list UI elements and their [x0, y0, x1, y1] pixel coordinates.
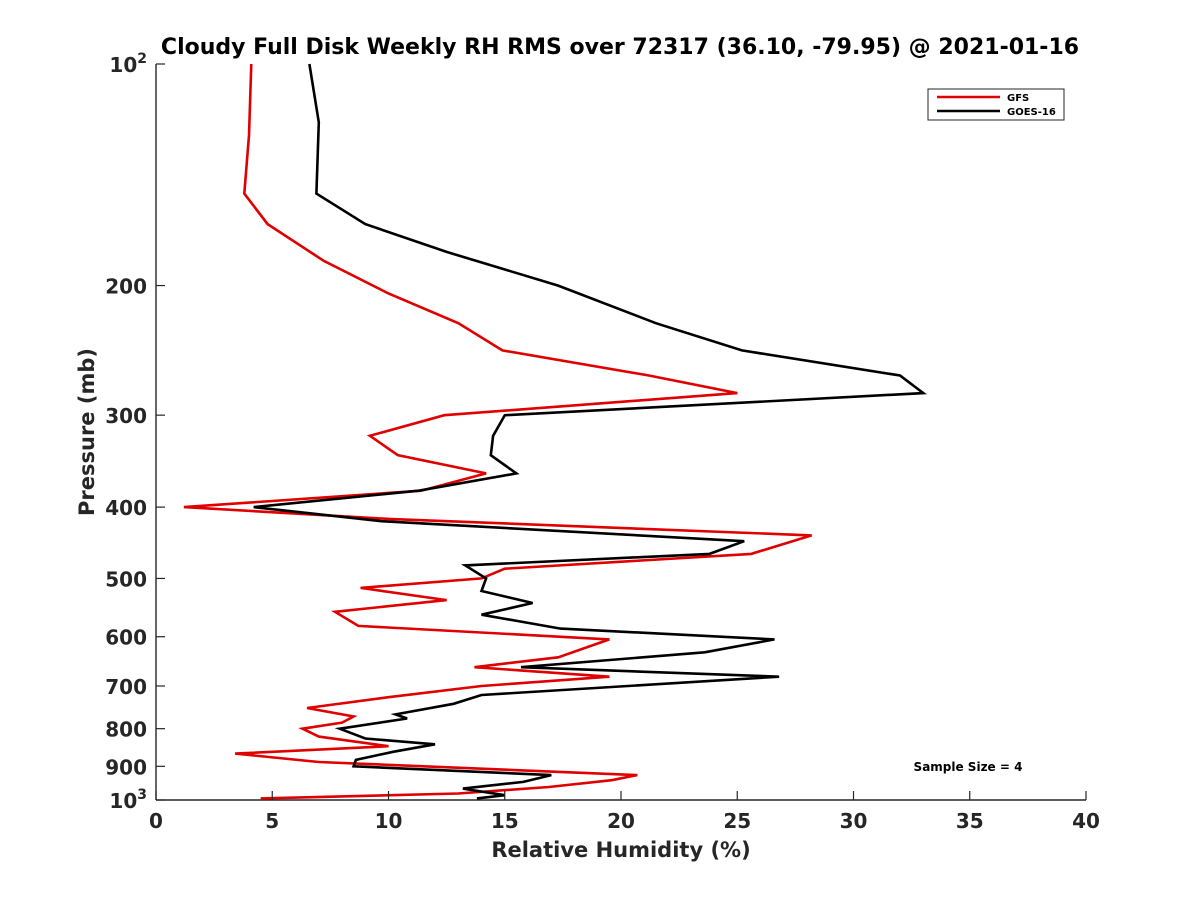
- y-tick-label: 200: [105, 275, 147, 299]
- y-tick-label: 900: [105, 755, 147, 779]
- plot-frame: [155, 64, 1086, 801]
- x-tick-label: 20: [607, 809, 635, 833]
- y-tick-label: 600: [105, 626, 147, 650]
- series-line-goes16: [253, 63, 927, 800]
- x-axis-ticks: 0 5 10 15 20 25 30 35 40: [149, 791, 1100, 833]
- series-line-gfs: [183, 63, 812, 800]
- y-axis-ticks: 102 200 300 400 500 600 700 800 900 103: [105, 51, 165, 813]
- x-tick-label: 25: [723, 809, 751, 833]
- x-tick-label: 30: [840, 809, 868, 833]
- y-tick-label: 400: [105, 496, 147, 520]
- legend-label-goes16: GOES-16: [1007, 107, 1056, 118]
- legend-label-gfs: GFS: [1007, 93, 1029, 104]
- x-axis-title: Relative Humidity (%): [491, 838, 750, 862]
- x-tick-label: 40: [1072, 809, 1100, 833]
- series-layer: [183, 63, 927, 800]
- y-tick-label: 103: [109, 787, 147, 813]
- legend-box: [927, 88, 1065, 121]
- y-axis-title: Pressure (mb): [75, 348, 99, 516]
- x-tick-label: 15: [491, 809, 519, 833]
- y-tick-label: 300: [105, 404, 147, 428]
- x-tick-label: 10: [375, 809, 403, 833]
- chart-title: Cloudy Full Disk Weekly RH RMS over 7231…: [161, 35, 1079, 60]
- y-tick-label: 500: [105, 567, 147, 591]
- x-tick-label: 5: [265, 809, 279, 833]
- y-tick-label: 102: [109, 51, 147, 77]
- x-tick-label: 35: [956, 809, 984, 833]
- x-tick-label: 0: [149, 809, 163, 833]
- y-tick-label: 700: [105, 675, 147, 699]
- y-tick-label: 800: [105, 718, 147, 742]
- legend: GFS GOES-16: [927, 88, 1065, 121]
- sample-size-annotation: Sample Size = 4: [914, 760, 1023, 774]
